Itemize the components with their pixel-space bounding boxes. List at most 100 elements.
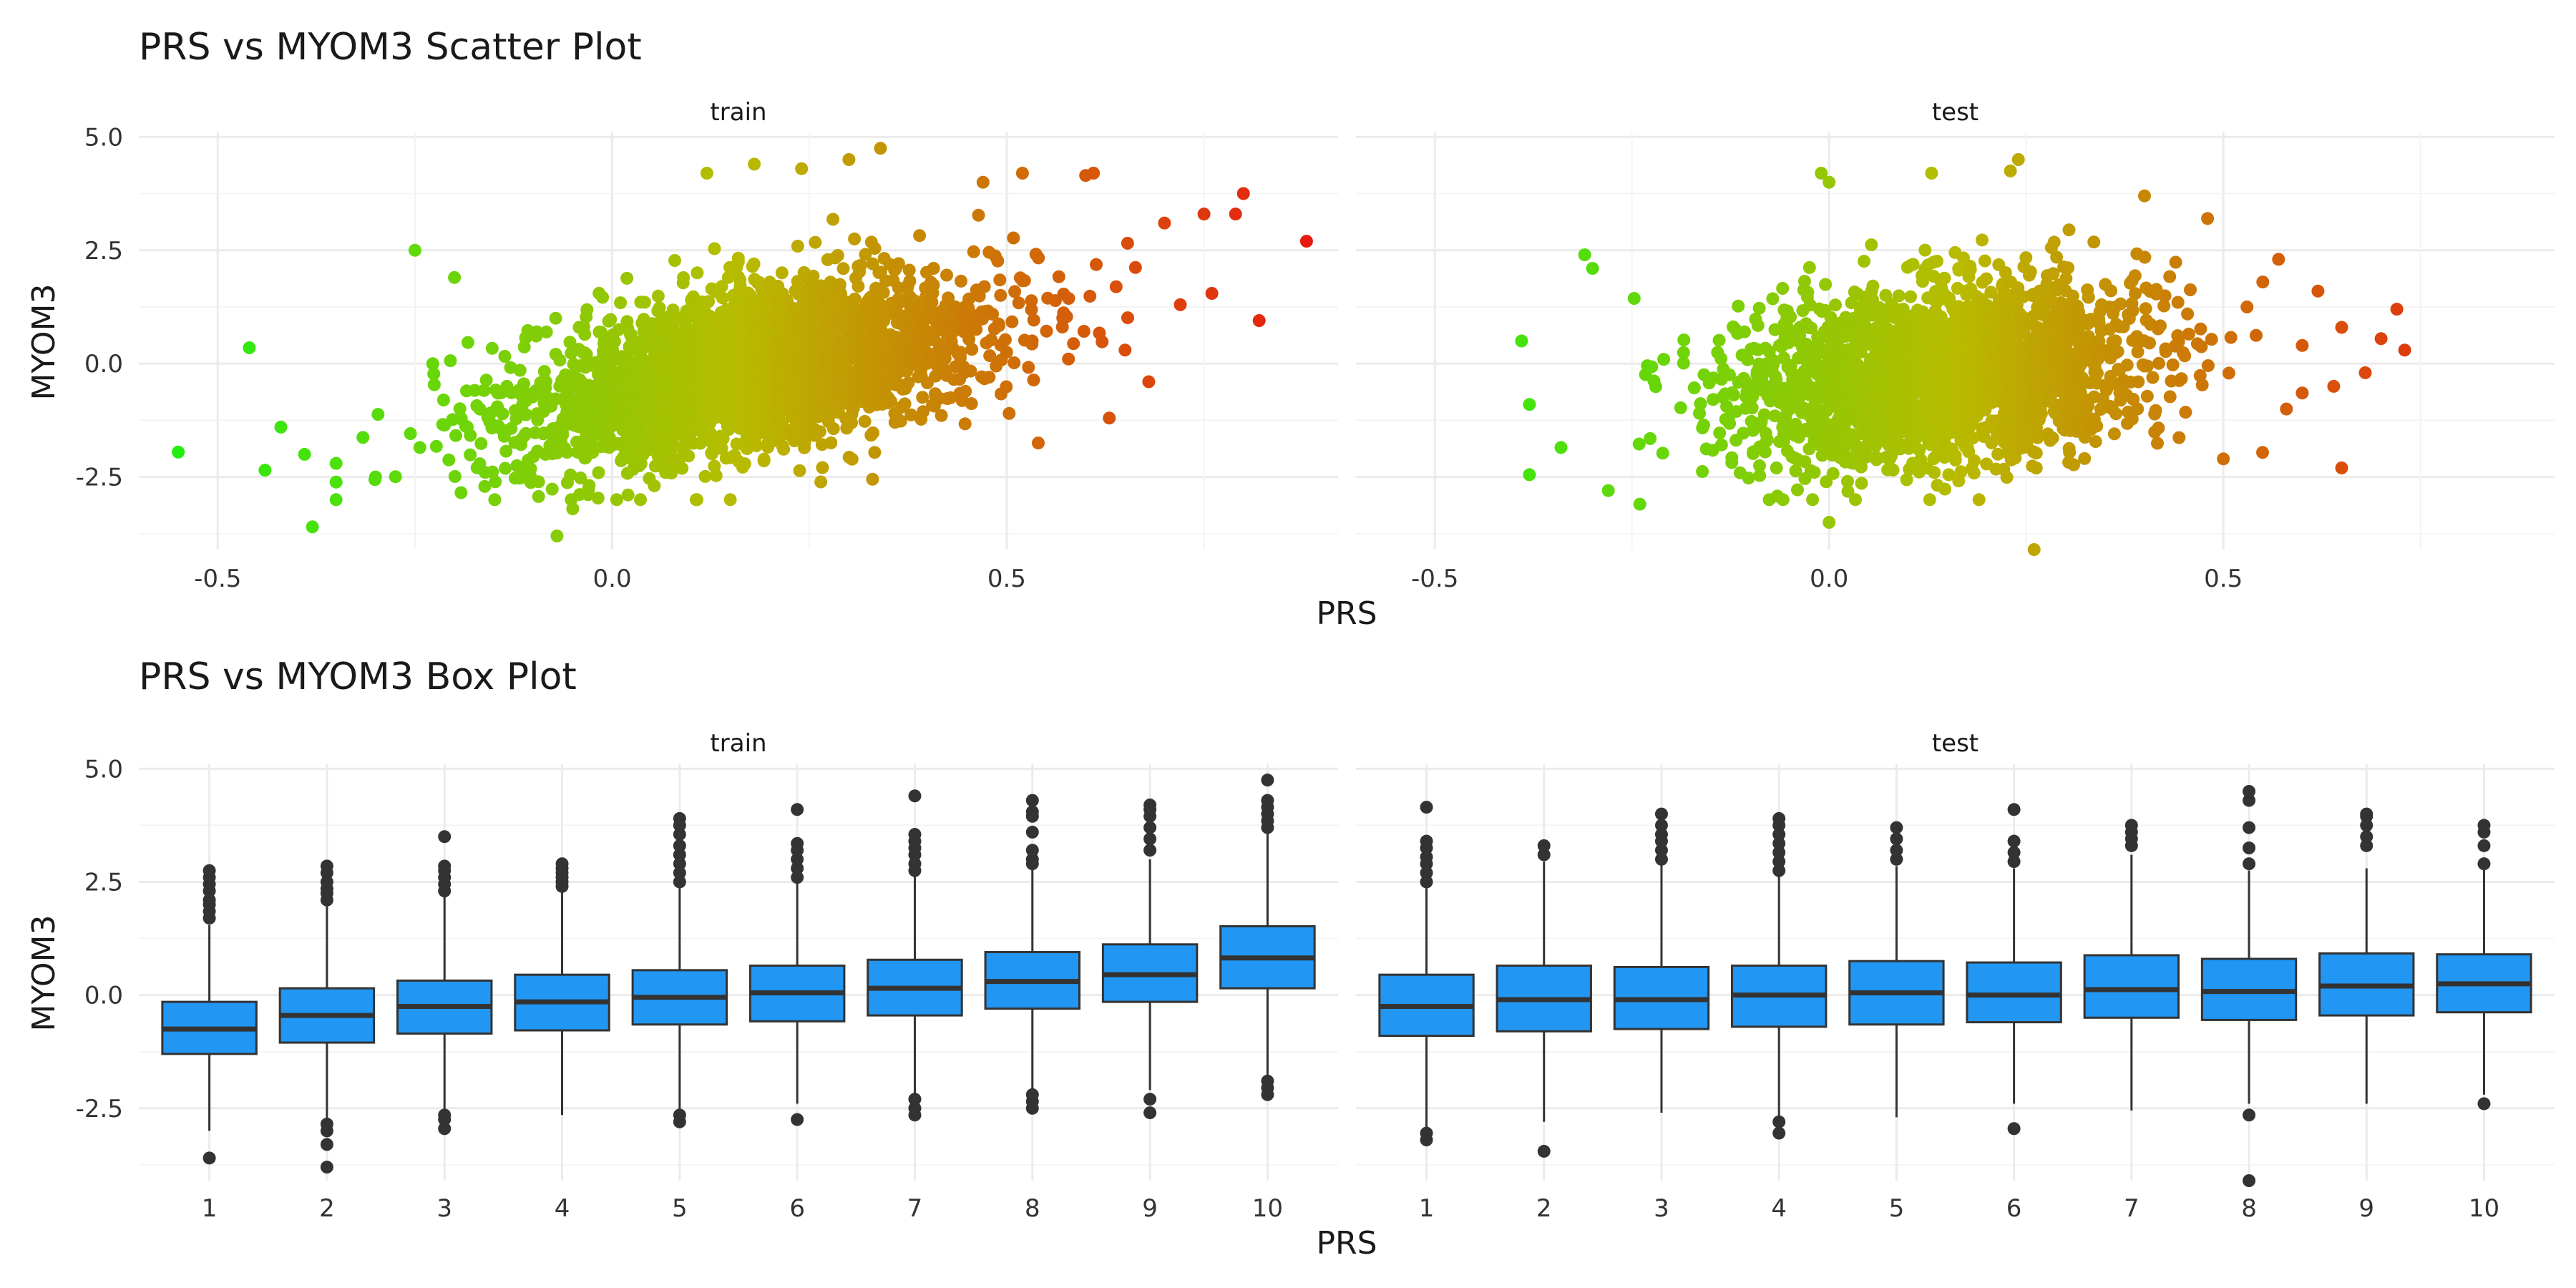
scatter-point [574, 471, 587, 484]
scatter-point [1694, 397, 1707, 411]
scatter-point [2114, 297, 2127, 311]
scatter-point [1633, 497, 1646, 511]
scatter-point [426, 357, 439, 371]
scatter-point [389, 470, 402, 484]
scatter-point [651, 289, 665, 303]
scatter-point [1849, 493, 1862, 507]
scatter-point [777, 442, 791, 456]
scatter-point [274, 420, 288, 434]
scatter-point [1032, 436, 1045, 450]
scatter-point [498, 350, 512, 363]
scatter-point [2222, 366, 2235, 380]
scatter-point [967, 245, 980, 258]
scatter-point [2131, 345, 2145, 358]
scatter-point [677, 271, 691, 284]
box-outlier [438, 859, 452, 873]
scatter-point [524, 462, 537, 476]
scatter-point [722, 420, 736, 433]
scatter-point [2131, 402, 2145, 416]
scatter-point [1000, 380, 1013, 394]
scatter-panel-strip-label: test [1932, 98, 1979, 127]
box-x-tick-label: 7 [907, 1194, 923, 1223]
scatter-point [813, 425, 826, 439]
scatter-point [866, 472, 879, 486]
scatter-point [1823, 175, 1836, 189]
scatter-point [2201, 212, 2215, 225]
scatter-point [2146, 371, 2160, 384]
scatter-point [2311, 284, 2325, 298]
scatter-point [1109, 280, 1123, 293]
scatter-point [2120, 358, 2134, 372]
scatter-point [691, 266, 704, 280]
scatter-point [427, 378, 441, 391]
scatter-x-tick-label: -0.5 [1411, 565, 1458, 593]
scatter-point [2240, 301, 2254, 313]
scatter-point [566, 502, 580, 515]
scatter-point [604, 313, 618, 326]
scatter-point [1515, 334, 1528, 348]
scatter-point [2195, 378, 2209, 391]
scatter-point [2179, 406, 2192, 419]
scatter-point [648, 479, 661, 492]
scatter-point [519, 408, 533, 421]
scatter-point [2390, 303, 2404, 316]
scatter-point [998, 333, 1012, 346]
scatter-point [329, 475, 343, 489]
scatter-point [2205, 333, 2218, 346]
scatter-point [519, 426, 532, 440]
scatter-point [610, 493, 623, 507]
scatter-point [413, 441, 426, 454]
scatter-point [464, 429, 477, 442]
scatter-point [1938, 271, 1951, 285]
scatter-point [653, 301, 666, 315]
scatter-point [731, 251, 745, 265]
scatter-point [1906, 258, 1920, 271]
scatter-point [479, 374, 493, 387]
scatter-point [2004, 164, 2017, 177]
scatter-point [1752, 301, 1766, 315]
scatter-point [2029, 447, 2043, 460]
scatter-point [1252, 314, 1266, 327]
scatter-point [1948, 454, 1962, 467]
scatter-point [517, 377, 530, 391]
scatter-point [2126, 304, 2140, 318]
scatter-x-tick-label: 0.0 [1810, 565, 1848, 593]
scatter-point [1770, 461, 1783, 474]
scatter-point [747, 257, 761, 270]
scatter-point [1523, 468, 1536, 482]
scatter-point [2374, 332, 2388, 346]
scatter-point [1760, 432, 1774, 446]
scatter-point [2172, 431, 2186, 444]
scatter-point [738, 457, 751, 471]
scatter-point [1696, 464, 1709, 478]
scatter-point [2163, 270, 2177, 283]
scatter-x-axis-label: PRS [1316, 595, 1377, 632]
scatter-point [1128, 260, 1142, 274]
scatter-point [750, 439, 763, 452]
scatter-point [488, 493, 502, 507]
scatter-point [708, 242, 721, 255]
scatter-point [1601, 484, 1615, 497]
scatter-point [449, 429, 462, 442]
box-plot-title: PRS vs MYOM3 Box Plot [139, 655, 577, 698]
box-x-tick-label: 2 [319, 1194, 335, 1223]
scatter-point [976, 175, 990, 189]
scatter-point [2335, 461, 2348, 474]
scatter-point [2138, 189, 2151, 203]
scatter-point [757, 452, 771, 466]
scatter-point [580, 303, 594, 316]
scatter-point [550, 530, 564, 542]
scatter-point [1197, 208, 1211, 221]
scatter-point [2151, 436, 2164, 450]
scatter-y-axis-label: MYOM3 [26, 283, 62, 400]
box-x-tick-label: 3 [436, 1194, 452, 1223]
scatter-point [1802, 260, 1816, 274]
scatter-point [1027, 313, 1040, 327]
scatter-point [1554, 441, 1568, 454]
scatter-point [2062, 223, 2076, 237]
scatter-point [1674, 401, 1687, 414]
scatter-point [1714, 438, 1728, 452]
scatter-point [927, 262, 940, 275]
scatter-point [972, 208, 985, 222]
scatter-point [1776, 282, 1790, 295]
